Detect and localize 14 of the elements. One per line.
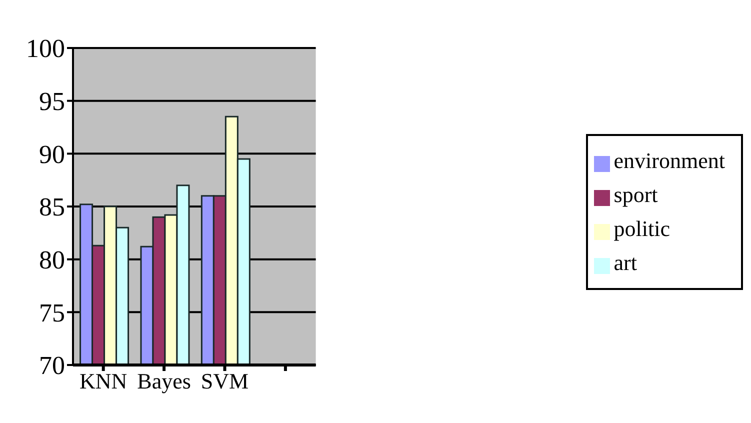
legend-label: politic <box>614 216 670 240</box>
y-tick-label: 70 <box>39 351 65 380</box>
y-tick-label: 95 <box>39 87 65 116</box>
y-tick-label: 80 <box>39 246 65 275</box>
y-tick-label: 75 <box>39 298 65 328</box>
x-tick-label: Bayes <box>137 368 191 394</box>
legend-label: art <box>614 250 637 274</box>
x-tick-label: KNN <box>80 368 128 394</box>
legend-label: environment <box>614 148 725 172</box>
legend-label: sport <box>614 182 658 206</box>
y-tick-label: 90 <box>39 140 65 169</box>
y-tick-label: 100 <box>26 34 65 64</box>
y-tick-label: 85 <box>39 192 65 222</box>
x-tick-label: SVM <box>200 368 249 394</box>
